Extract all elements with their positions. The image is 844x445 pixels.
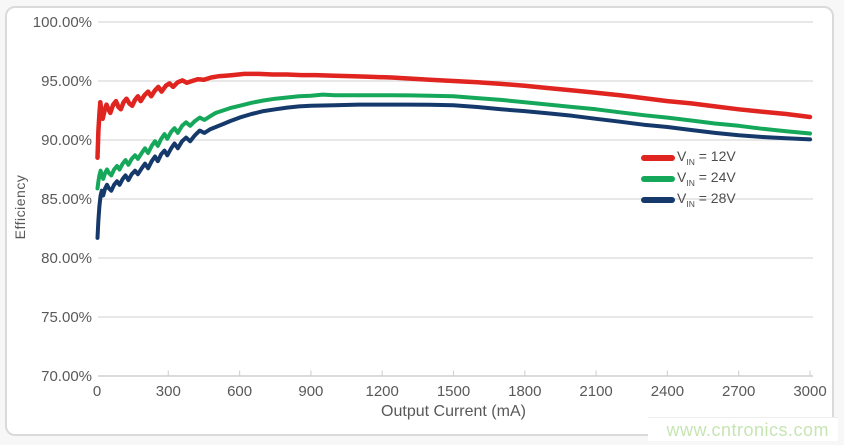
y-tick-label: 90.00% <box>41 132 92 149</box>
x-axis-title: Output Current (mA) <box>381 403 526 420</box>
watermark: www.cntronics.com <box>648 417 838 441</box>
x-tick-label: 2700 <box>722 383 755 400</box>
legend-label: VIN = 28V <box>677 190 736 209</box>
legend-item-28v: VIN = 28V <box>641 189 736 210</box>
y-tick-label: 80.00% <box>41 250 92 267</box>
x-tick-label: 900 <box>298 383 323 400</box>
x-tick-label: 600 <box>227 383 252 400</box>
series-line-12v <box>95 71 813 160</box>
legend-swatch <box>641 175 675 182</box>
y-tick-label: 75.00% <box>41 309 92 326</box>
x-tick-label: 2400 <box>651 383 684 400</box>
legend-swatch <box>641 154 675 161</box>
legend-label: VIN = 12V <box>677 148 736 167</box>
legend-label: VIN = 24V <box>677 169 736 188</box>
x-tick-label: 1800 <box>508 383 541 400</box>
y-axis-title: Efficiency <box>12 174 28 240</box>
legend-item-24v: VIN = 24V <box>641 168 736 189</box>
series-line-28v <box>95 102 812 240</box>
legend-swatch <box>641 196 675 203</box>
legend-item-12v: VIN = 12V <box>641 147 736 168</box>
y-tick-label: 85.00% <box>41 191 92 208</box>
x-tick-label: 2100 <box>579 383 612 400</box>
x-tick-label: 1500 <box>437 383 470 400</box>
x-tick-label: 1200 <box>366 383 399 400</box>
legend: VIN = 12V VIN = 24V VIN = 28V <box>641 147 736 210</box>
x-tick-label: 0 <box>93 383 101 400</box>
y-tick-label: 100.00% <box>33 14 92 31</box>
x-tick-label: 3000 <box>793 383 826 400</box>
y-tick-label: 95.00% <box>41 73 92 90</box>
x-tick-label: 300 <box>156 383 181 400</box>
y-tick-label: 70.00% <box>41 368 92 385</box>
series-line-24v <box>95 92 812 191</box>
